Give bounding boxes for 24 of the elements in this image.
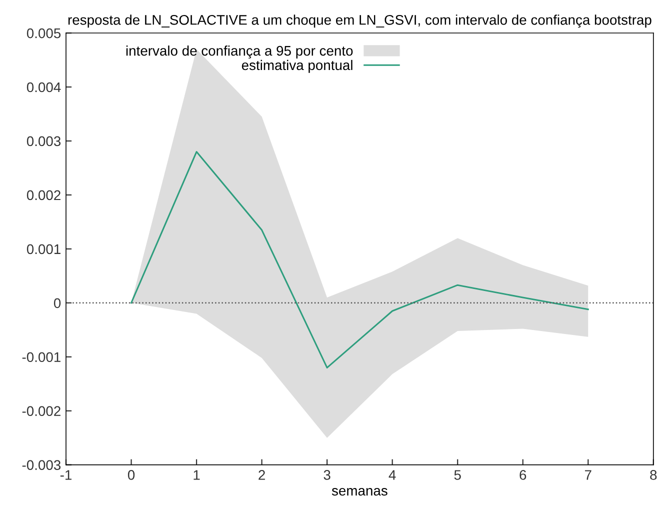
legend-label: intervalo de confiança a 95 por cento [126, 46, 353, 59]
x-tick-label: -1 [60, 470, 72, 480]
x-tick-label: 2 [258, 470, 265, 480]
x-axis-title: semanas [332, 488, 388, 496]
y-tick-label: 0 [54, 298, 61, 308]
x-tick-label: 8 [650, 470, 657, 480]
x-tick-label: 7 [584, 470, 592, 480]
y-tick-label: 0.002 [26, 190, 60, 200]
y-tick-label: -0.003 [22, 460, 61, 470]
chart-title: resposta de LN_SOLACTIVE a um choque em LN_GSVI, com intervalo de confiança bootstrap [68, 14, 652, 28]
line-series [130, 151, 589, 368]
x-tick-label: 6 [520, 470, 526, 480]
y-tick-label: 0.004 [26, 82, 61, 92]
legend-label: estimativa pontual [242, 60, 352, 73]
y-tick-label: -0.001 [22, 352, 60, 362]
x-tick-label: 4 [388, 470, 396, 480]
y-tick-label: 0.005 [26, 28, 61, 38]
x-tick-label: 5 [454, 470, 461, 480]
y-tick-label: -0.002 [22, 406, 60, 416]
y-tick-label: 0.001 [26, 244, 60, 254]
y-tick-label: 0.003 [26, 136, 61, 146]
x-tick-label: 1 [194, 470, 200, 480]
x-tick-label: 0 [128, 470, 135, 480]
x-tick-label: 3 [324, 470, 330, 480]
